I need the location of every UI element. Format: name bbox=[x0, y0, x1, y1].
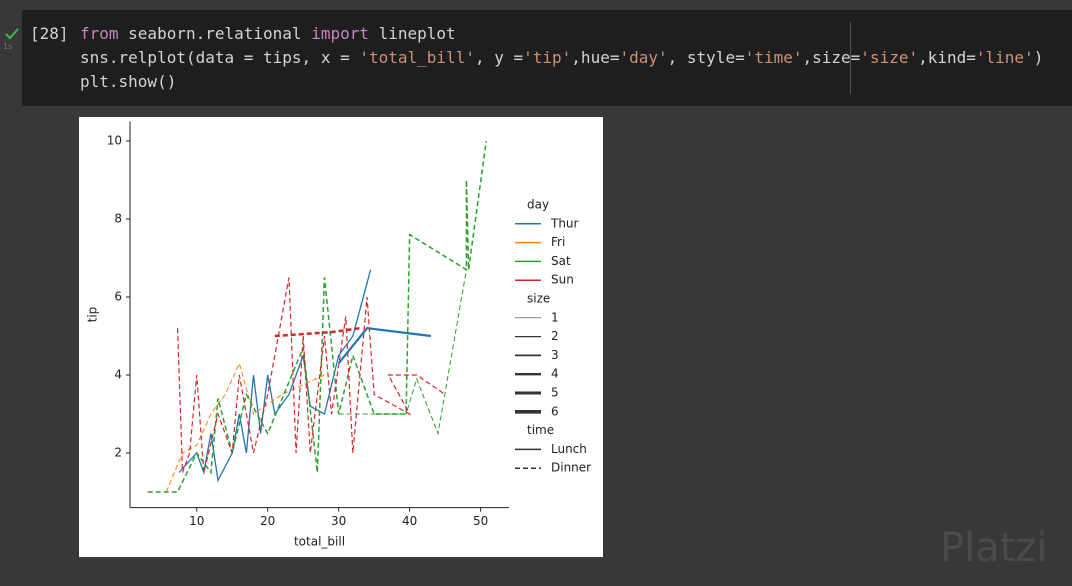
code-token: ,hue= bbox=[571, 48, 620, 67]
code-token: ) bbox=[1033, 48, 1044, 67]
code: from seaborn.relational import lineplot s… bbox=[80, 22, 1043, 94]
code-line: from seaborn.relational import lineplot bbox=[80, 22, 1043, 46]
run-time: 1s bbox=[3, 42, 13, 51]
watermark: Platzi bbox=[940, 525, 1048, 571]
legend-label: 1 bbox=[551, 310, 559, 324]
legend-label: Fri bbox=[551, 235, 565, 249]
legend-label: Sun bbox=[551, 273, 574, 287]
x-tick-label: 30 bbox=[331, 514, 346, 528]
series-line bbox=[165, 361, 325, 493]
code-token: ,size= bbox=[802, 48, 861, 67]
y-tick-label: 8 bbox=[114, 212, 122, 226]
y-tick-label: 2 bbox=[114, 446, 122, 460]
code-token: 'time' bbox=[744, 48, 803, 67]
code-cell bbox=[22, 10, 1072, 106]
series-line bbox=[274, 326, 361, 338]
code-token: , style= bbox=[667, 48, 745, 67]
code-token: 'tip' bbox=[523, 48, 572, 67]
code-token: plt.show() bbox=[80, 72, 177, 91]
y-tick-label: 4 bbox=[114, 368, 122, 382]
legend-label: Sat bbox=[551, 254, 571, 268]
series-line bbox=[176, 277, 446, 473]
code-line: sns.relplot(data = tips, x = 'total_bill… bbox=[80, 46, 1043, 70]
legend-label: 6 bbox=[551, 404, 559, 418]
legend-title: day bbox=[527, 198, 549, 212]
code-token: , y = bbox=[474, 48, 524, 67]
x-tick-label: 10 bbox=[189, 514, 204, 528]
legend-label: 5 bbox=[551, 386, 559, 400]
code-token: 'day' bbox=[619, 48, 668, 67]
code-token: 'size' bbox=[860, 48, 919, 67]
y-tick-label: 10 bbox=[107, 134, 122, 148]
legend-label: Dinner bbox=[551, 461, 591, 475]
y-axis-label: tip bbox=[86, 307, 100, 323]
legend-label: Thur bbox=[550, 216, 579, 230]
code-token: ,kind= bbox=[918, 48, 976, 67]
code-token: seaborn.relational bbox=[118, 24, 312, 43]
y-tick-label: 6 bbox=[114, 290, 122, 304]
series-line bbox=[178, 269, 372, 483]
code-token: from bbox=[80, 24, 119, 43]
legend-label: 2 bbox=[551, 329, 559, 343]
code-token: import bbox=[311, 24, 369, 43]
x-tick-label: 50 bbox=[473, 514, 488, 528]
code-token: lineplot bbox=[368, 24, 456, 43]
series-line bbox=[337, 327, 432, 364]
code-line: plt.show() bbox=[80, 70, 1043, 94]
ruler bbox=[850, 22, 851, 94]
series-line bbox=[147, 140, 488, 493]
prompt: [28] bbox=[30, 24, 69, 43]
code-token: 'line' bbox=[975, 48, 1034, 67]
legend-title: time bbox=[527, 423, 554, 437]
series-line bbox=[338, 269, 467, 436]
legend-label: 4 bbox=[551, 367, 559, 381]
x-tick-label: 20 bbox=[260, 514, 275, 528]
code-token: 'total_bill' bbox=[359, 48, 475, 67]
check-icon bbox=[5, 28, 19, 40]
legend-label: 3 bbox=[551, 348, 559, 362]
x-axis-label: total_bill bbox=[294, 535, 345, 549]
code-token: sns.relplot(data = tips, x = bbox=[80, 48, 360, 67]
legend-title: size bbox=[527, 292, 550, 306]
legend-label: Lunch bbox=[551, 442, 587, 456]
x-tick-label: 40 bbox=[402, 514, 417, 528]
